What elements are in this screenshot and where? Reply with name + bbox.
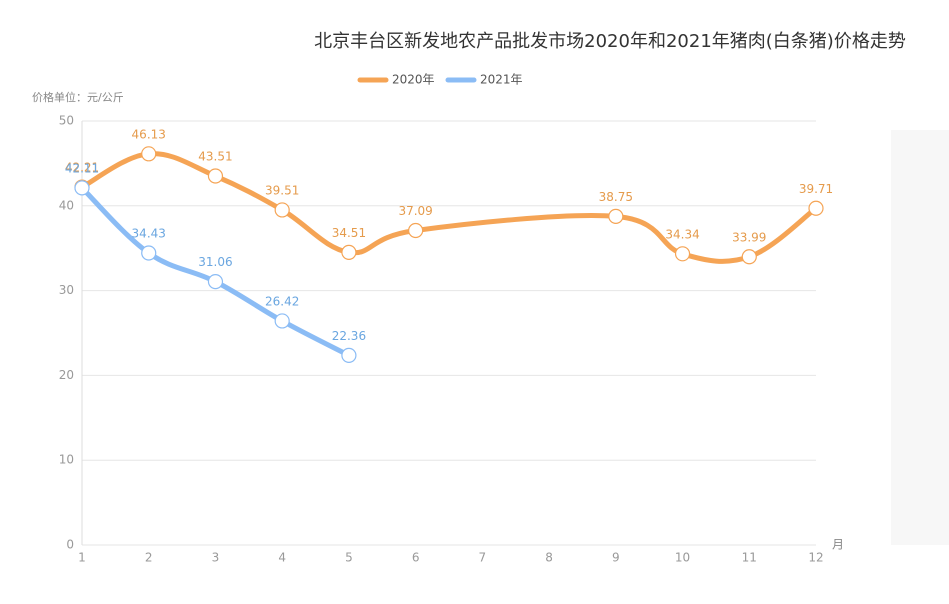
point <box>341 244 357 260</box>
side-panel <box>891 130 949 545</box>
data-label: 38.75 <box>599 190 633 204</box>
point <box>207 168 224 184</box>
data-label: 42.21 <box>65 161 99 175</box>
x-tick-label: 5 <box>345 551 353 565</box>
y-tick-label: 0 <box>66 538 74 552</box>
x-tick-label: 3 <box>212 551 220 565</box>
x-tick-label: 11 <box>742 551 757 565</box>
point <box>674 246 691 262</box>
y-tick-label: 50 <box>59 114 74 128</box>
x-tick-label: 2 <box>145 551 153 565</box>
data-label: 39.51 <box>265 183 299 197</box>
point <box>408 222 424 239</box>
x-tick-label: 12 <box>808 551 823 565</box>
data-label: 34.51 <box>332 226 366 240</box>
point <box>608 208 624 224</box>
data-label: 31.06 <box>198 255 232 269</box>
data-label: 34.34 <box>665 227 699 241</box>
data-label: 37.09 <box>398 204 432 218</box>
x-tick-label: 6 <box>412 551 420 565</box>
chart-title: 北京丰台区新发地农产品批发市场2020年和2021年猪肉(白条猪)价格走势 <box>314 31 906 52</box>
y-tick-label: 20 <box>59 368 74 382</box>
point <box>274 202 290 218</box>
data-label: 33.99 <box>732 230 766 244</box>
x-tick-label: 1 <box>78 551 86 565</box>
data-label: 43.51 <box>198 150 232 164</box>
y-tick-label: 10 <box>59 453 74 467</box>
point <box>141 245 157 261</box>
x-tick-label: 9 <box>612 551 620 565</box>
x-tick-label: 4 <box>278 551 286 565</box>
point <box>74 180 90 196</box>
series-line <box>79 185 352 358</box>
y-axis-label: 价格单位：元/公斤 <box>32 90 124 104</box>
y-tick-label: 30 <box>59 283 74 297</box>
data-label: 34.43 <box>132 227 166 241</box>
point <box>274 313 290 329</box>
data-label: 39.71 <box>799 182 833 196</box>
x-tick-label: 8 <box>545 551 553 565</box>
point <box>741 249 757 265</box>
point <box>808 200 824 216</box>
data-label: 22.36 <box>332 329 366 343</box>
x-axis-label: 月 <box>832 538 844 552</box>
point <box>341 347 357 363</box>
data-label: 26.42 <box>265 294 299 308</box>
x-tick-label: 7 <box>479 551 487 565</box>
x-tick-label: 10 <box>675 551 690 565</box>
series-line <box>79 151 819 264</box>
data-label: 46.13 <box>132 127 166 141</box>
legend-label: 2020年 <box>392 73 435 87</box>
legend-label: 2021年 <box>480 73 523 87</box>
point <box>207 274 224 290</box>
data-label: 42.11 <box>65 161 99 175</box>
y-tick-label: 40 <box>59 198 74 212</box>
point <box>141 146 157 162</box>
